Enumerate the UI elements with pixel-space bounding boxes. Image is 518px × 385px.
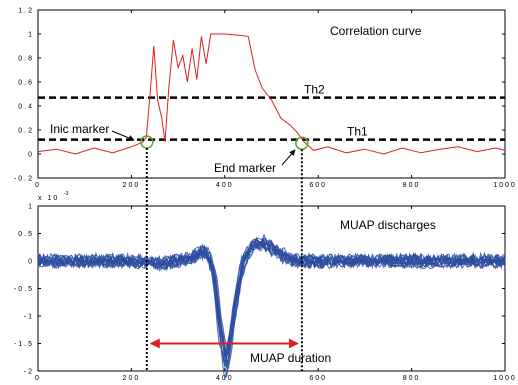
muap-chart: x 10 -3 0 200 400 600 800 1000 -2 -1.5 -1 -0.5 0 0.… (14, 191, 517, 383)
bottom-x-tick-label: 200 (123, 375, 141, 382)
top-x-tick-label: 0 (35, 182, 41, 189)
muap-trace (37, 237, 506, 364)
inic-marker-arrow (111, 130, 135, 141)
top-x-tick-label: 800 (403, 182, 421, 189)
bottom-x-tick-label: 0 (35, 375, 41, 382)
muap-trace (37, 239, 506, 367)
end-marker-arrow (281, 149, 296, 166)
bottom-y-tick-label: -0.5 (14, 286, 34, 293)
top-chart-title: Correlation curve (330, 24, 422, 38)
correlation-series (37, 33, 506, 155)
bottom-x-tick-label: 600 (309, 375, 327, 382)
marker-circles (140, 135, 309, 150)
muap-traces (37, 234, 506, 380)
muap-trace (37, 237, 506, 355)
threshold-label-th2: Th2 (304, 83, 325, 97)
bottom-y-tick-label: 1 (28, 204, 34, 211)
inic-marker-label: Inic marker (50, 122, 109, 136)
bottom-y-tick-label: 0 (28, 259, 34, 266)
top-y-tick-label: 0.2 (18, 128, 34, 135)
end-marker-label: End marker (214, 161, 276, 175)
top-plot-frame (37, 9, 506, 179)
top-y-tick-label: 1 (28, 32, 34, 39)
y-multiplier-exponent: -3 (64, 191, 69, 197)
bottom-y-tick-label: -1 (24, 314, 34, 321)
correlation-chart: 0 200 400 600 800 1000-0.200.20.40.60.811.2 T… (14, 8, 517, 190)
bottom-x-tick-label: 400 (216, 375, 234, 382)
top-y-tick-label: 0.8 (18, 56, 34, 63)
top-x-tick-label: 400 (216, 182, 234, 189)
duration-label: MUAP duration (250, 351, 331, 365)
top-y-tick-label: 0.4 (18, 104, 34, 111)
bottom-y-tick-label: 0.5 (18, 231, 34, 238)
bottom-x-tick-label: 1000 (493, 375, 517, 382)
marker-vertical-lines (145, 148, 303, 371)
top-y-tick-label: 0.6 (18, 80, 34, 87)
bottom-x-tick-label: 800 (403, 375, 421, 382)
bottom-y-tick-label: -1.5 (14, 341, 34, 348)
top-x-tick-label: 600 (309, 182, 327, 189)
bottom-chart-title: MUAP discharges (340, 218, 436, 232)
threshold-lines: Th2 Th1 (38, 83, 505, 141)
y-multiplier-label: x 10 (38, 195, 59, 202)
bottom-plot-frame (37, 205, 506, 372)
top-x-tick-label: 1000 (493, 182, 517, 189)
top-y-tick-label: 0 (28, 152, 34, 159)
top-y-tick-label: 1.2 (18, 8, 34, 15)
bottom-y-tick-label: -2 (24, 369, 34, 376)
bottom-axis-ticks: 0 200 400 600 800 1000 -2 -1.5 -1 -0.5 0 0.5 1 (14, 204, 517, 383)
threshold-label-th1: Th1 (347, 125, 368, 139)
top-x-tick-label: 200 (123, 182, 141, 189)
top-y-tick-label: -0.2 (14, 176, 34, 183)
